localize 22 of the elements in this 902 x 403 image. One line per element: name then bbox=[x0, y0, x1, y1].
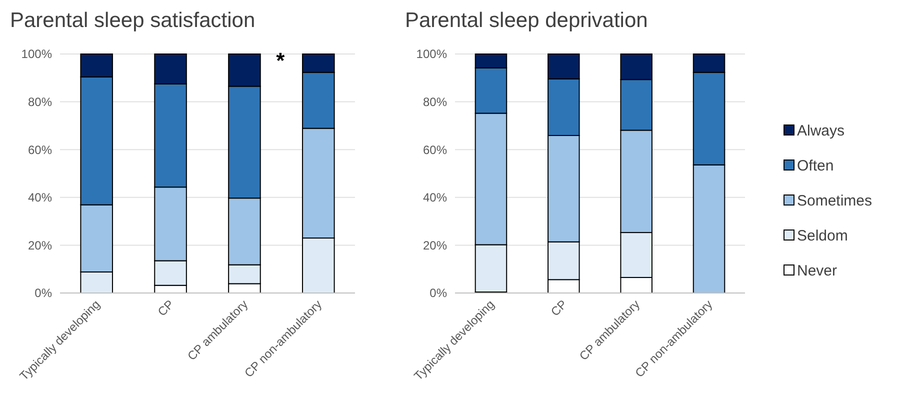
y-tick-label: 20% bbox=[28, 238, 52, 252]
y-tick-label: 100% bbox=[21, 47, 52, 62]
legend-label: Sometimes bbox=[797, 192, 872, 210]
y-tick-label: 80% bbox=[28, 95, 52, 109]
legend-label: Seldom bbox=[797, 227, 848, 244]
annotation: * bbox=[276, 48, 286, 73]
y-tick-label: 40% bbox=[28, 190, 52, 205]
y-tick-label: 0% bbox=[430, 286, 448, 300]
y-tick-label: 60% bbox=[28, 142, 52, 157]
y-tick-label: 40% bbox=[422, 190, 448, 205]
legend-label: Often bbox=[797, 157, 834, 174]
y-tick-label: 60% bbox=[422, 142, 448, 157]
y-tick-label: 0% bbox=[34, 286, 52, 300]
y-tick-label: 80% bbox=[422, 95, 448, 109]
chart-title: Parental sleep deprivation bbox=[405, 9, 648, 32]
y-tick-label: 100% bbox=[416, 47, 448, 62]
y-tick-label: 20% bbox=[422, 238, 448, 252]
legend-label: Always bbox=[797, 122, 845, 140]
legend-label: Never bbox=[797, 262, 838, 280]
x-tick-label: CP bbox=[548, 297, 570, 319]
x-tick-label: CP bbox=[154, 297, 177, 319]
chart-title: Parental sleep satisfaction bbox=[10, 9, 256, 32]
